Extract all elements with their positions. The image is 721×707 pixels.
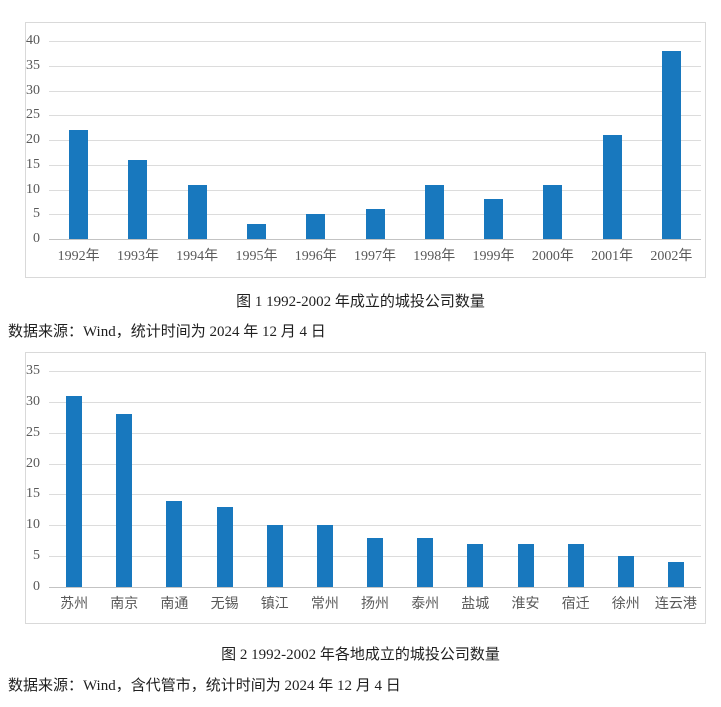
y-tick-label: 20	[26, 132, 40, 147]
bar	[316, 525, 333, 587]
x-tick-label: 无锡	[210, 597, 239, 612]
x-tick-label: 连云港	[654, 597, 697, 612]
x-tick-label: 宿迁	[561, 597, 590, 612]
bar	[602, 135, 622, 239]
y-tick-label: 35	[26, 363, 40, 378]
x-tick-label: 盐城	[461, 597, 490, 612]
bar	[467, 543, 484, 587]
bar	[517, 543, 534, 587]
gridline	[49, 432, 701, 434]
x-tick-label: 1996年	[294, 249, 337, 264]
x-tick-label: 南通	[160, 597, 189, 612]
y-tick-label: 0	[33, 579, 40, 594]
gridline	[49, 164, 701, 166]
y-tick-label: 0	[33, 231, 40, 246]
gridline	[49, 41, 701, 42]
x-tick-label: 1992年	[57, 249, 100, 264]
gridline	[49, 239, 701, 240]
x-tick-label: 苏州	[60, 597, 89, 612]
y-tick-label: 15	[26, 486, 40, 502]
gridline	[49, 494, 701, 496]
bar	[567, 543, 584, 587]
x-tick-label: 1993年	[116, 249, 159, 264]
x-tick-label: 1999年	[472, 249, 515, 264]
y-tick-label: 25	[26, 107, 40, 123]
bar	[667, 562, 684, 587]
figure2-bar-chart: 0 5 10 15 20 25 30 35 苏州 南京 南通 无锡 镇江 常州 扬州 泰州 盐城 淮安 宿迁 徐州 连云…	[25, 352, 706, 624]
figure2-data-source: 数据来源：Wind，含代管市，统计时间为 2024 年 12 月 4 日	[8, 678, 401, 694]
bar	[661, 50, 681, 239]
y-tick-label: 15	[26, 156, 40, 172]
x-tick-label: 南京	[110, 597, 139, 612]
x-tick-label: 2002年	[650, 249, 693, 264]
bar	[367, 537, 383, 587]
bar	[424, 184, 444, 240]
x-tick-label: 淮安	[511, 597, 540, 612]
y-tick-label: 25	[26, 424, 40, 440]
y-tick-label: 10	[26, 181, 40, 197]
x-tick-label: 徐州	[611, 597, 640, 612]
y-tick-label: 40	[26, 33, 40, 48]
x-tick-label: 扬州	[360, 597, 389, 612]
figure1-bar-chart: 0 5 10 15 20 25 30 35 40 1992年 1993年 1994年 1995年 1996…	[25, 22, 706, 278]
gridline	[49, 401, 701, 403]
x-tick-label: 泰州	[411, 597, 440, 612]
y-tick-label: 5	[33, 548, 40, 564]
bar	[417, 537, 434, 587]
gridline	[49, 115, 701, 117]
bar	[66, 395, 83, 587]
figure1-caption: 图 1 1992-2002 年成立的城投公司数量	[236, 294, 485, 310]
bar	[128, 159, 148, 239]
x-tick-label: 1998年	[413, 249, 456, 264]
bar	[216, 506, 233, 587]
gridline	[49, 189, 701, 191]
bar	[187, 184, 207, 240]
bar	[166, 500, 183, 587]
x-tick-label: 1994年	[176, 249, 219, 264]
gridline	[49, 463, 701, 465]
x-tick-label: 2001年	[591, 249, 634, 264]
y-tick-label: 10	[26, 517, 40, 533]
bar	[617, 556, 634, 587]
gridline	[49, 140, 701, 141]
bar	[543, 184, 563, 240]
bar	[247, 224, 266, 239]
bar	[484, 199, 503, 239]
bar	[69, 130, 89, 239]
y-tick-label: 35	[26, 57, 40, 73]
y-tick-label: 30	[26, 393, 40, 409]
figure1-data-source: 数据来源：Wind，统计时间为 2024 年 12 月 4 日	[8, 324, 326, 340]
x-tick-label: 1995年	[235, 249, 278, 264]
gridline	[49, 587, 701, 588]
x-tick-label: 镇江	[260, 597, 289, 612]
gridline	[49, 65, 701, 67]
gridline	[49, 371, 701, 372]
bar	[266, 525, 283, 587]
bar	[365, 209, 385, 239]
gridline	[49, 525, 701, 527]
gridline	[49, 90, 701, 92]
bar	[116, 414, 133, 587]
x-tick-label: 1997年	[354, 249, 397, 264]
figure2-caption: 图 2 1992-2002 年各地成立的城投公司数量	[221, 647, 500, 663]
y-tick-label: 20	[26, 455, 40, 471]
x-tick-label: 2000年	[531, 249, 574, 264]
y-tick-label: 30	[26, 82, 40, 98]
x-tick-label: 常州	[310, 597, 339, 612]
y-tick-label: 5	[33, 206, 40, 222]
bar	[306, 214, 326, 240]
